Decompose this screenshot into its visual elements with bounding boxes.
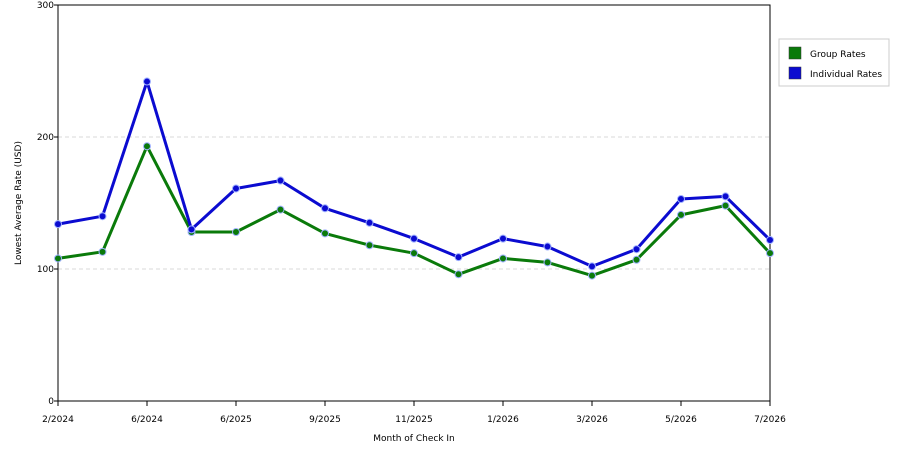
x-tick-label: 1/2026 <box>487 415 519 425</box>
data-point-individual-rates <box>499 234 507 243</box>
x-tick-label: 5/2026 <box>665 415 697 425</box>
data-point-group-rates <box>54 254 62 263</box>
x-tick-label: 6/2024 <box>131 415 163 425</box>
x-tick-label: 2/2024 <box>42 415 74 425</box>
y-tick-label: 200 <box>37 133 54 143</box>
y-tick-label: 100 <box>37 265 54 275</box>
data-point-individual-rates <box>232 184 240 193</box>
axes-layer <box>57 4 771 402</box>
data-point-individual-rates <box>98 212 107 221</box>
data-point-individual-rates <box>588 262 596 271</box>
legend-swatch-individual-rates <box>788 66 802 80</box>
data-point-individual-rates <box>632 245 641 254</box>
data-point-individual-rates <box>677 195 685 204</box>
x-tick-label: 3/2026 <box>576 415 608 425</box>
data-point-group-rates <box>721 201 730 210</box>
x-axis-title: Month of Check In <box>373 434 455 444</box>
data-point-group-rates <box>232 228 240 237</box>
plot-area-frame <box>57 4 771 402</box>
x-tick-label: 6/2025 <box>220 415 252 425</box>
series-individual-rates <box>54 77 774 271</box>
data-point-group-rates <box>365 241 374 250</box>
data-point-group-rates <box>410 249 418 258</box>
data-point-individual-rates <box>321 204 329 213</box>
legend-label-group-rates: Group Rates <box>810 50 866 60</box>
x-tick-label: 7/2026 <box>754 415 786 425</box>
data-point-group-rates <box>632 255 641 264</box>
legend-label-individual-rates: Individual Rates <box>810 70 882 80</box>
series-group-rates <box>54 142 774 280</box>
data-point-individual-rates <box>766 235 774 244</box>
data-point-individual-rates <box>54 220 62 229</box>
data-point-group-rates <box>766 249 774 258</box>
data-point-group-rates <box>543 258 552 267</box>
y-tick-label: 0 <box>48 397 54 407</box>
data-point-individual-rates <box>454 253 463 262</box>
data-point-group-rates <box>321 229 329 238</box>
y-axis-title: Lowest Average Rate (USD) <box>14 141 24 265</box>
data-point-individual-rates <box>721 192 730 201</box>
data-point-group-rates <box>143 142 151 151</box>
data-point-group-rates <box>499 254 507 263</box>
y-tick-label: 300 <box>37 1 54 11</box>
legend-swatch-group-rates <box>788 46 802 60</box>
x-tick-label: 11/2025 <box>395 415 432 425</box>
legend: Group Rates Individual Rates <box>778 38 890 87</box>
data-point-individual-rates <box>543 242 552 251</box>
data-point-group-rates <box>276 205 285 214</box>
data-point-individual-rates <box>143 77 151 86</box>
data-point-group-rates <box>588 271 596 280</box>
data-point-individual-rates <box>276 176 285 185</box>
y-axis-ticks: 0 100 200 300 <box>37 1 58 407</box>
data-point-group-rates <box>677 210 685 219</box>
data-point-individual-rates <box>410 234 418 243</box>
data-point-group-rates <box>454 270 463 279</box>
series-layer <box>54 77 774 280</box>
data-point-individual-rates <box>365 218 374 227</box>
data-point-individual-rates <box>187 225 196 234</box>
x-axis-ticks: 2/2024 6/2024 6/2025 9/2025 11/2025 1/2026 3/2… <box>42 401 786 425</box>
data-point-group-rates <box>98 247 107 256</box>
x-tick-label: 9/2025 <box>309 415 341 425</box>
